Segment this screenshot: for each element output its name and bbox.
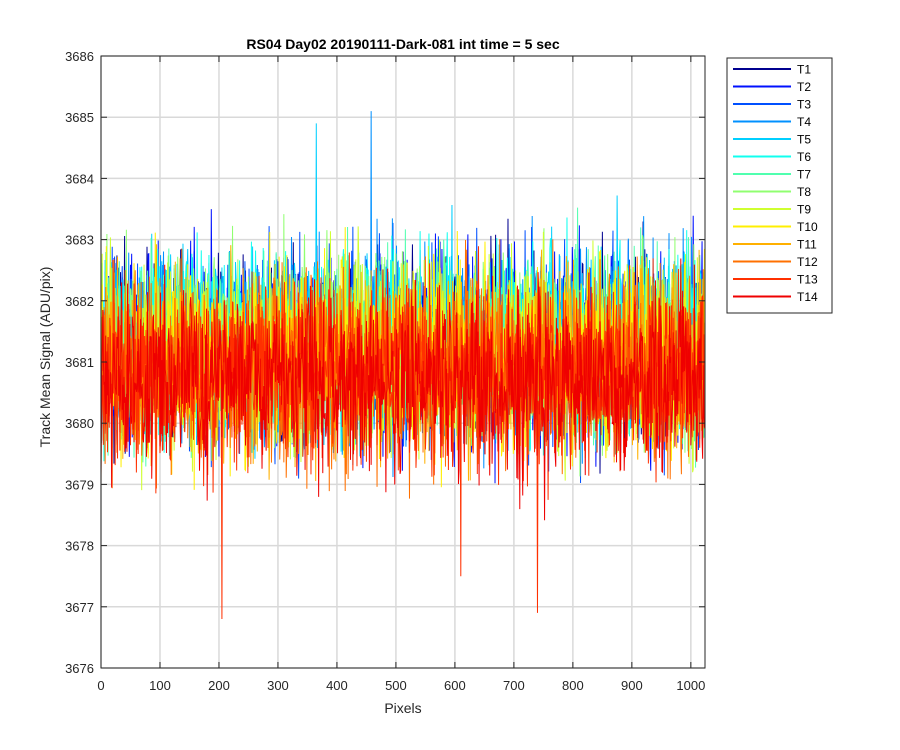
y-tick-label: 3678 [65, 539, 94, 554]
legend-label-t5: T5 [797, 133, 811, 147]
axes: 0 100 200 300 400 500 600 700 800 900 1000 3676 3677… [65, 49, 705, 693]
x-tick-label: 1000 [676, 678, 705, 693]
y-tick-label: 3685 [65, 110, 94, 125]
x-tick-label: 800 [562, 678, 584, 693]
x-tick-label: 200 [208, 678, 230, 693]
legend-label-t7: T7 [797, 168, 811, 182]
y-tick-label: 3681 [65, 355, 94, 370]
series-layer [100, 111, 705, 620]
legend-label-t14: T14 [797, 290, 818, 304]
x-tick-label: 700 [503, 678, 525, 693]
legend-label-t4: T4 [797, 115, 811, 129]
x-tick-label: 500 [385, 678, 407, 693]
x-tick-label: 0 [97, 678, 104, 693]
legend-label-t8: T8 [797, 185, 811, 199]
legend-label-t13: T13 [797, 273, 818, 287]
x-tick-label: 600 [444, 678, 466, 693]
legend-label-t9: T9 [797, 203, 811, 217]
y-tick-label: 3677 [65, 600, 94, 615]
y-tick-label: 3682 [65, 294, 94, 309]
chart-title: RS04 Day02 20190111-Dark-081 int time = … [246, 36, 559, 52]
legend-label-t3: T3 [797, 98, 811, 112]
y-tick-label: 3686 [65, 49, 94, 64]
series-line-t14 [100, 258, 705, 521]
legend-label-t11: T11 [797, 238, 817, 252]
y-axis-label: Track Mean Signal (ADU/pix) [37, 267, 53, 448]
legend-label-t2: T2 [797, 80, 811, 94]
y-tick-label: 3680 [65, 416, 94, 431]
x-tick-label: 100 [149, 678, 171, 693]
y-tick-label: 3684 [65, 171, 94, 186]
x-tick-label: 900 [621, 678, 643, 693]
x-axis-label: Pixels [384, 700, 421, 716]
legend-label-t10: T10 [797, 220, 818, 234]
y-tick-label: 3683 [65, 233, 94, 248]
legend: T1 T2 T3 T4 T5 T6 T7 T8 T9 T10 T11 T12 T13 T14 [726, 57, 833, 314]
x-tick-label: 300 [267, 678, 289, 693]
legend-label-t6: T6 [797, 150, 811, 164]
y-tick-label: 3679 [65, 477, 94, 492]
legend-label-t1: T1 [797, 63, 811, 77]
legend-box [726, 57, 833, 314]
x-tick-label: 400 [326, 678, 348, 693]
y-tick-label: 3676 [65, 661, 94, 676]
legend-label-t12: T12 [797, 255, 818, 269]
